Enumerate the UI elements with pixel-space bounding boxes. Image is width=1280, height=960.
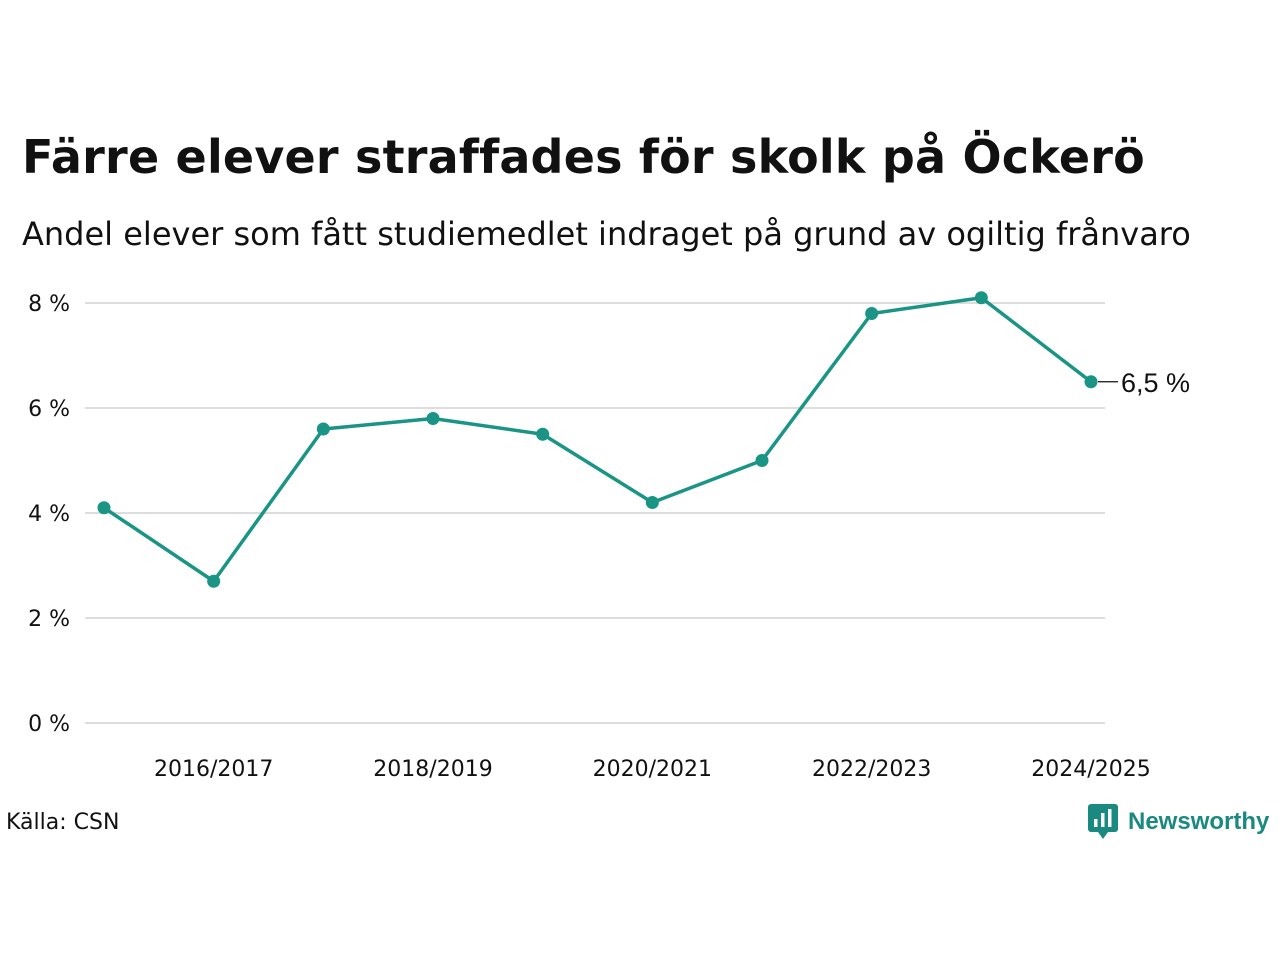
newsworthy-logo-icon — [1088, 804, 1118, 839]
x-axis-ticks: 2016/2017 2018/2019 2020/2021 2022/2023 2024… — [154, 757, 1151, 782]
data-point — [645, 496, 659, 509]
x-tick-label: 2022/2023 — [812, 757, 931, 782]
last-value-label: 6,5 % — [1121, 368, 1190, 398]
data-point — [316, 422, 330, 436]
chart-title: Färre elever straffades för skolk på Öck… — [22, 130, 1145, 184]
y-tick-label: 8 % — [28, 292, 70, 317]
y-tick-label: 4 % — [28, 502, 70, 527]
y-tick-label: 2 % — [28, 607, 70, 632]
brand-name: Newsworthy — [1128, 808, 1270, 835]
data-point — [974, 291, 988, 305]
data-point — [426, 412, 440, 425]
gridlines — [85, 302, 1105, 724]
value-labels: 6,5 % — [1098, 368, 1190, 398]
data-points — [97, 291, 1098, 588]
chart-subtitle: Andel elever som fått studiemedlet indra… — [22, 215, 1191, 253]
x-tick-label: 2024/2025 — [1031, 757, 1150, 782]
x-tick-label: 2018/2019 — [373, 757, 492, 782]
data-point — [1084, 375, 1098, 389]
data-point — [207, 574, 221, 588]
brand-logo[interactable]: Newsworthy — [1088, 804, 1269, 840]
source-note: Källa: CSN — [6, 810, 120, 835]
data-point — [97, 501, 111, 515]
data-point — [755, 454, 769, 467]
data-point — [865, 307, 879, 320]
y-axis-ticks: 0 % 2 % 4 % 6 % 8 % — [28, 292, 70, 737]
x-tick-label: 2020/2021 — [593, 757, 712, 782]
y-tick-label: 0 % — [28, 712, 70, 737]
data-point — [536, 427, 550, 441]
series-line — [103, 296, 1093, 583]
series-line-path — [103, 296, 1093, 583]
y-tick-label: 6 % — [28, 397, 70, 422]
x-tick-label: 2016/2017 — [154, 757, 273, 782]
